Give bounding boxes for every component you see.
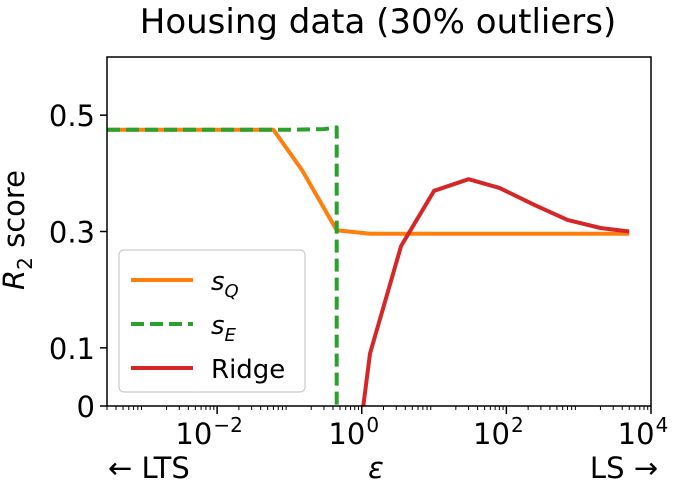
legend-box [118,249,306,393]
legend-label-1: sE [211,311,237,346]
series-line-0 [107,127,630,236]
legend: sQ sE Ridge [118,249,306,393]
y-axis-label: R2 score [0,170,37,290]
y-tick-label: 0 [77,390,95,424]
x-tick-label: 102 [473,413,524,451]
y-tick-label: 0.1 [49,332,95,366]
plot-area: 0 0.1 0.3 0.5 10−2 100 102 104 [49,56,669,451]
series-line-2 [361,177,630,406]
y-tick-label: 0.5 [49,99,95,133]
x-tick-label: 10−2 [175,413,242,451]
legend-label-0: sQ [211,267,239,302]
x-left-annotation: ← LTS [108,451,190,485]
x-right-annotation: LS → [590,451,658,485]
series-line-1 [107,125,339,406]
legend-label-2: Ridge [211,355,285,385]
x-tick-label: 104 [618,413,669,451]
x-tick-label: 100 [328,413,379,451]
y-tick-label: 0.3 [49,216,95,250]
x-axis-label: ε [368,451,384,485]
chart-title: Housing data (30% outliers) [140,2,617,42]
